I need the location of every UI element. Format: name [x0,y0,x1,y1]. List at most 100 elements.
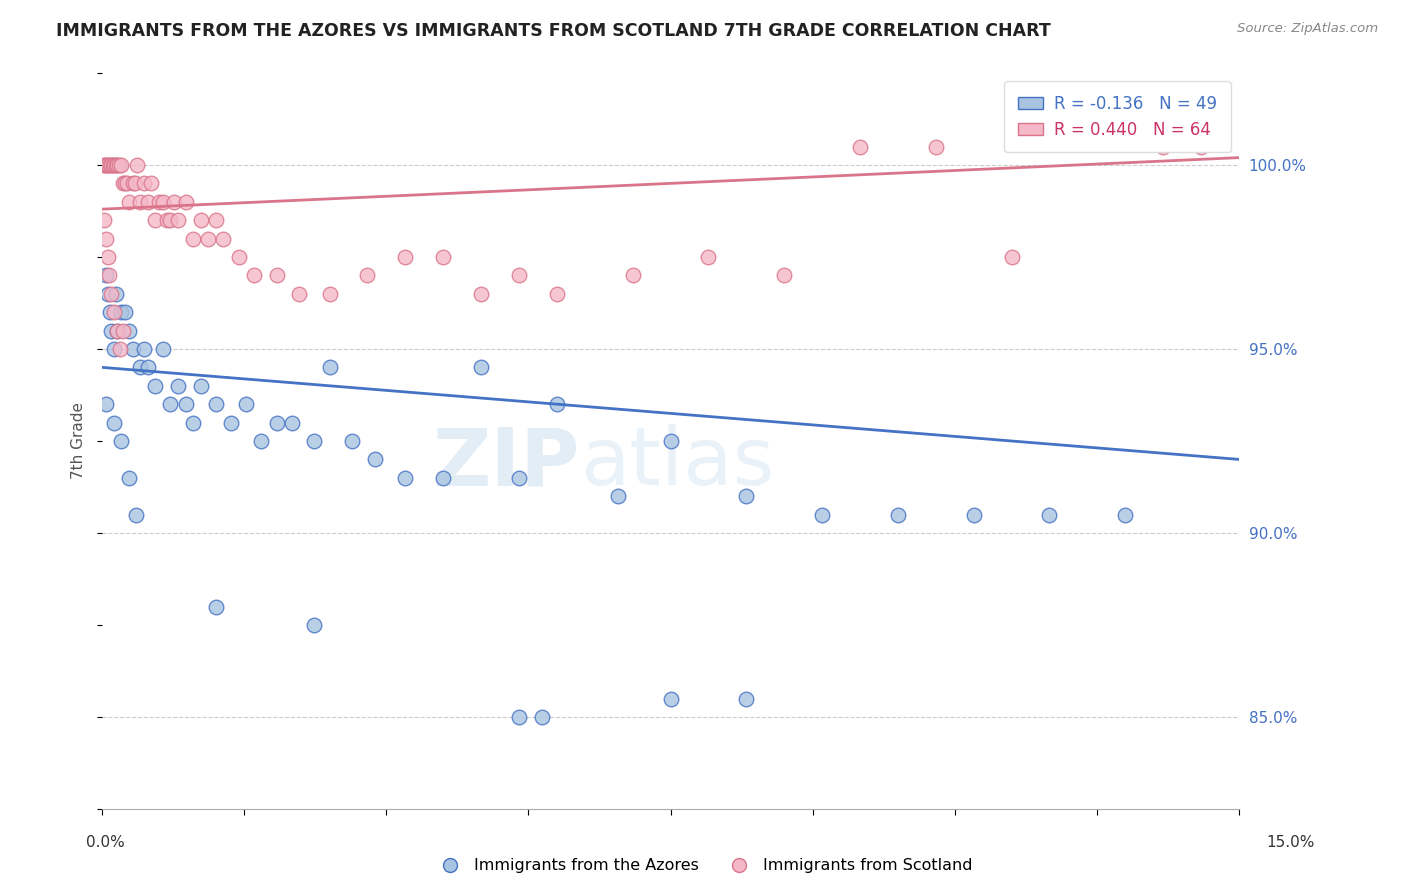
Point [735,691,758,706]
Point [205,397,228,411]
Point [356,268,378,283]
Point [104,286,127,301]
Point [94,231,117,245]
Point [773,268,796,283]
Point [432,250,454,264]
Point [159,213,181,227]
Point [108,342,131,356]
Point [98,305,121,319]
Point [318,360,340,375]
Point [470,286,492,301]
Text: ZIP: ZIP [433,424,579,502]
Point [114,177,136,191]
Point [167,213,190,227]
Point [159,397,181,411]
Point [118,194,141,209]
Point [101,158,124,172]
Point [659,691,682,706]
Point [174,397,197,411]
Point [141,177,163,191]
Point [546,397,568,411]
Point [132,177,155,191]
Point [212,231,235,245]
Point [546,286,568,301]
Point [235,397,257,411]
Point [181,416,204,430]
Point [114,305,136,319]
Point [103,305,125,319]
Point [197,231,219,245]
Point [100,158,122,172]
Point [181,231,204,245]
Point [105,158,128,172]
Point [1152,139,1174,153]
Point [887,508,910,522]
Point [394,471,416,485]
Point [94,268,117,283]
Point [125,508,148,522]
Point [136,360,159,375]
Point [98,268,121,283]
Point [266,268,288,283]
Point [156,213,179,227]
Point [242,268,264,283]
Point [304,434,326,448]
Point [659,434,682,448]
Point [111,324,134,338]
Point [132,342,155,356]
Point [100,324,122,338]
Point [163,194,186,209]
Point [94,158,117,172]
Point [1038,508,1060,522]
Point [143,213,166,227]
Point [280,416,302,430]
Point [97,158,120,172]
Point [849,139,872,153]
Point [288,286,311,301]
Point [250,434,273,448]
Point [152,342,174,356]
Point [508,268,530,283]
Point [394,250,416,264]
Point [97,286,120,301]
Point [508,471,530,485]
Point [105,324,128,338]
Point [96,158,118,172]
Text: Source: ZipAtlas.com: Source: ZipAtlas.com [1237,22,1378,36]
Point [342,434,364,448]
Point [103,158,125,172]
Point [266,416,288,430]
Point [115,177,138,191]
Point [93,213,115,227]
Point [118,324,141,338]
Point [228,250,250,264]
Point [606,489,628,503]
Text: atlas: atlas [579,424,775,502]
Text: 15.0%: 15.0% [1267,836,1315,850]
Point [110,305,132,319]
Point [925,139,948,153]
Point [470,360,492,375]
Point [318,286,340,301]
Point [125,158,148,172]
Point [735,489,758,503]
Point [108,158,131,172]
Point [167,379,190,393]
Point [205,599,228,614]
Point [811,508,834,522]
Point [93,158,115,172]
Point [621,268,644,283]
Point [94,397,117,411]
Point [112,177,135,191]
Point [136,194,159,209]
Point [1000,250,1022,264]
Text: 0.0%: 0.0% [86,836,125,850]
Point [1114,508,1136,522]
Text: IMMIGRANTS FROM THE AZORES VS IMMIGRANTS FROM SCOTLAND 7TH GRADE CORRELATION CHA: IMMIGRANTS FROM THE AZORES VS IMMIGRANTS… [56,22,1052,40]
Point [100,286,122,301]
Point [697,250,720,264]
Point [96,250,118,264]
Point [110,158,132,172]
Point [121,342,143,356]
Point [205,213,228,227]
